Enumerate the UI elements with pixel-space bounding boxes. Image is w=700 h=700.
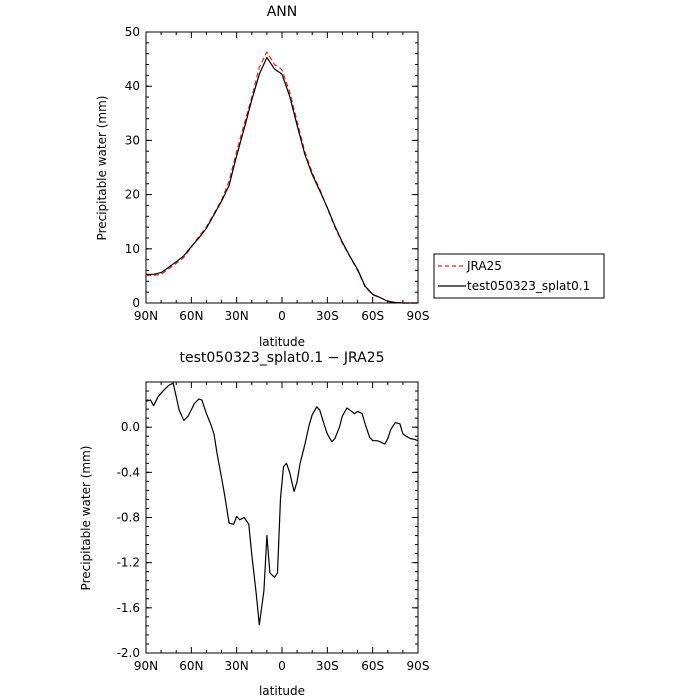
bottom-x-axis-label: latitude	[259, 684, 305, 698]
top-y-tick-label: 30	[125, 133, 140, 147]
bottom-panel: test050323_splat0.1 − JRA25 90N 60N 30N 0 30…	[79, 350, 429, 698]
bottom-y-tick-label: -2.0	[117, 646, 140, 660]
legend: JRA25 test050323_splat0.1	[433, 253, 605, 299]
bottom-x-tick-label: 90S	[407, 659, 430, 673]
legend-box	[433, 253, 605, 299]
top-chart-title: ANN	[267, 4, 298, 20]
top-x-tick-label: 90S	[407, 309, 430, 323]
top-x-tick-label: 30N	[225, 309, 249, 323]
top-y-tick-label: 0	[132, 296, 140, 310]
bottom-series-lines	[145, 382, 419, 626]
bottom-y-tick-label: -0.8	[117, 511, 140, 525]
legend-label-jra25: JRA25	[466, 259, 502, 273]
bottom-x-tick-label: 30N	[225, 659, 249, 673]
bottom-y-axis-label: Precipitable water (mm)	[79, 446, 93, 591]
bottom-x-tick-label: 60S	[361, 659, 384, 673]
bottom-y-tick-label: -0.4	[117, 465, 140, 479]
top-y-ticks: 0 10 20 30 40 50	[125, 25, 418, 310]
bottom-x-tick-label: 60N	[179, 659, 203, 673]
top-x-tick-label: 30S	[316, 309, 339, 323]
bottom-plot-frame	[145, 381, 419, 654]
top-x-tick-label: 0	[278, 309, 286, 323]
top-panel: ANN 90N 60N 30N 0 30S 60S 90S 0 10 20 30 40 50 lati…	[95, 4, 429, 349]
top-series-line-0	[146, 51, 418, 304]
bottom-y-tick-label: -1.6	[117, 601, 140, 615]
top-x-axis-label: latitude	[259, 335, 305, 349]
bottom-x-tick-label: 0	[278, 659, 286, 673]
bottom-series-line-0	[145, 382, 419, 626]
top-y-tick-label: 50	[125, 25, 140, 39]
top-series-lines	[146, 51, 418, 304]
top-x-tick-label: 60N	[179, 309, 203, 323]
top-y-tick-label: 40	[125, 79, 140, 93]
top-series-line-1	[146, 56, 418, 304]
bottom-x-ticks: 90N 60N 30N 0 30S 60S 90S	[134, 382, 430, 673]
top-y-tick-label: 10	[125, 242, 140, 256]
top-y-tick-label: 20	[125, 188, 140, 202]
top-plot-frame	[145, 31, 419, 304]
top-y-axis-label: Precipitable water (mm)	[95, 96, 109, 241]
bottom-y-tick-label: -1.2	[117, 556, 140, 570]
bottom-chart-title: test050323_splat0.1 − JRA25	[179, 350, 384, 366]
bottom-x-tick-label: 90N	[134, 659, 158, 673]
top-x-tick-label: 90N	[134, 309, 158, 323]
bottom-x-tick-label: 30S	[316, 659, 339, 673]
bottom-y-ticks: 0.0 -0.4 -0.8 -1.2 -1.6 -2.0	[117, 381, 418, 660]
bottom-y-tick-label: 0.0	[121, 420, 140, 434]
top-x-tick-label: 60S	[361, 309, 384, 323]
top-x-ticks: 90N 60N 30N 0 30S 60S 90S	[134, 32, 430, 323]
legend-label-test: test050323_splat0.1	[467, 279, 590, 293]
